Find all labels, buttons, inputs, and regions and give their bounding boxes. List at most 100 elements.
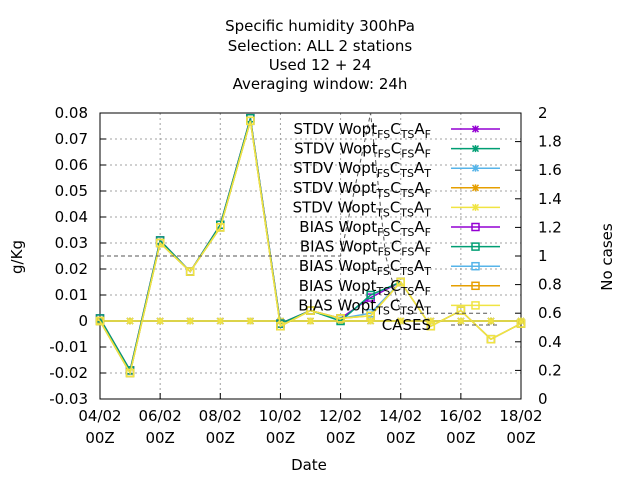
- data-point: [471, 222, 480, 232]
- series-line: [100, 112, 491, 314]
- data-point: [246, 317, 254, 325]
- legend-label: STDV WoptFSCTSAF: [294, 120, 431, 141]
- data-point: [366, 290, 375, 300]
- y-tick-label: 0.01: [55, 286, 88, 304]
- data-point: [155, 238, 165, 248]
- y2-tick-label: 0: [538, 390, 548, 408]
- data-point-stroke: [186, 317, 194, 325]
- data-point: [471, 281, 480, 291]
- data-point: [487, 317, 495, 325]
- x-tick-label: 00Z: [386, 429, 415, 447]
- y2-tick-label: 1.6: [538, 161, 562, 179]
- x-tick-label: 06/02: [139, 407, 182, 425]
- y-tick-label: 0.07: [55, 130, 88, 148]
- legend-label: STDV WoptTSCTSAF: [293, 179, 431, 200]
- y2-tick-label: 1.8: [538, 133, 562, 151]
- data-point: [457, 317, 465, 325]
- data-point-stroke: [517, 317, 525, 325]
- legend-label: BIAS WoptFSCTSAT: [299, 257, 431, 278]
- data-point-stroke: [156, 317, 164, 325]
- data-point-stroke: [471, 125, 480, 133]
- data-point: [216, 317, 224, 325]
- chart-title-line-1: Specific humidity 300hPa: [225, 17, 415, 35]
- x-tick-label: 00Z: [326, 429, 355, 447]
- legend-label: BIAS WoptFSCFSAF: [300, 238, 431, 259]
- y-tick-label: 0.06: [55, 156, 88, 174]
- data-point: [185, 267, 195, 276]
- data-point: [486, 334, 496, 344]
- x-tick-label: 00Z: [446, 429, 475, 447]
- y-tick-label: 0.05: [55, 182, 88, 200]
- x-tick-label: 16/02: [439, 407, 482, 425]
- y2-tick-label: 0.8: [538, 276, 562, 294]
- y-tick-label: 0.03: [55, 234, 88, 252]
- y2-tick-label: 0.2: [538, 361, 562, 379]
- y-tick-label: -0.03: [49, 390, 88, 408]
- y2-tick-label: 1: [538, 247, 548, 265]
- data-point-stroke: [457, 317, 465, 325]
- x-tick-label: 08/02: [199, 407, 242, 425]
- x-tick-label: 00Z: [85, 429, 114, 447]
- data-point: [471, 242, 480, 251]
- data-point: [397, 317, 405, 325]
- data-point: [426, 321, 436, 331]
- data-point: [126, 317, 134, 325]
- y-tick-label: -0.02: [49, 364, 88, 382]
- data-point: [216, 223, 225, 232]
- data-point: [471, 125, 480, 133]
- y-tick-label: -0.01: [49, 338, 88, 356]
- chart-title-line-4: Averaging window: 24h: [232, 75, 408, 93]
- chart-title-line-3: Used 12 + 24: [268, 56, 372, 74]
- data-point: [336, 314, 345, 323]
- y2-tick-label: 0.4: [538, 333, 562, 351]
- y-tick-label: 0.08: [55, 104, 88, 122]
- data-point-stroke: [246, 317, 254, 325]
- x-axis-label: Date: [291, 456, 327, 474]
- x-tick-label: 00Z: [506, 429, 535, 447]
- data-point-stroke: [471, 164, 480, 172]
- legend-label: BIAS WoptFSCTSAF: [299, 218, 431, 239]
- data-point: [306, 306, 315, 315]
- data-point: [456, 306, 466, 315]
- series-layer: [95, 112, 526, 378]
- x-tick-label: 00Z: [145, 429, 174, 447]
- legend-label: BIAS WoptTSCTSAF: [299, 277, 431, 298]
- data-point-stroke: [397, 317, 405, 325]
- legend-label: BIAS WoptTSCTSAT: [298, 296, 431, 317]
- data-point: [471, 164, 480, 172]
- y-tick-label: 0.04: [55, 208, 88, 226]
- series-line: [99, 120, 522, 376]
- data-point: [471, 301, 480, 310]
- data-point: [95, 316, 105, 326]
- data-point: [366, 311, 375, 321]
- data-point-stroke: [487, 317, 495, 325]
- data-point-stroke: [216, 317, 224, 325]
- data-point: [516, 319, 526, 328]
- y2-tick-label: 0.6: [538, 304, 562, 322]
- data-point: [471, 261, 480, 271]
- data-point-stroke: [471, 184, 480, 192]
- data-point: [156, 317, 164, 325]
- legend-label: STDV WoptTSCTSAT: [293, 198, 432, 219]
- y2-tick-label: 1.4: [538, 190, 562, 208]
- y-tick-label: 0.02: [55, 260, 88, 278]
- x-tick-label: 14/02: [379, 407, 422, 425]
- data-point-stroke: [306, 317, 315, 325]
- legend-label: STDV WoptFSCFSAF: [294, 140, 431, 161]
- y-tick-label: 0: [78, 312, 88, 330]
- legend-label: STDV WoptFSCTSAT: [293, 159, 431, 180]
- x-tick-label: 00Z: [266, 429, 295, 447]
- data-point-stroke: [471, 203, 480, 211]
- data-point: [471, 145, 480, 153]
- data-point: [471, 203, 480, 211]
- data-point: [396, 277, 405, 287]
- x-tick-label: 04/02: [78, 407, 121, 425]
- data-point-stroke: [471, 145, 480, 153]
- data-point: [186, 317, 194, 325]
- data-point: [276, 321, 285, 331]
- chart-title-line-2: Selection: ALL 2 stations: [227, 37, 413, 55]
- x-tick-label: 18/02: [499, 407, 542, 425]
- x-tick-label: 10/02: [259, 407, 302, 425]
